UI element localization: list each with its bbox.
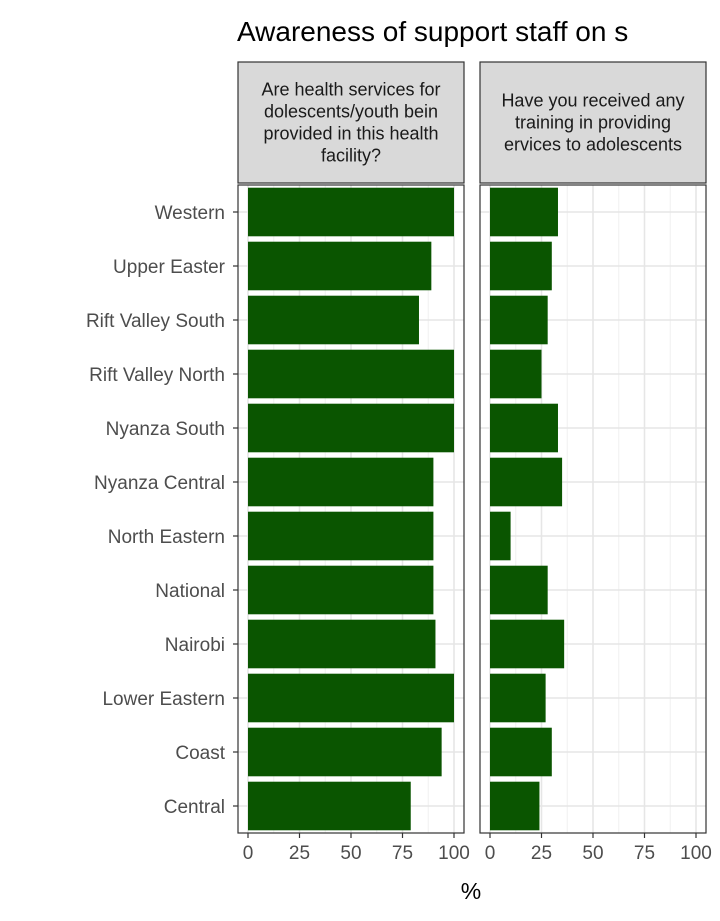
y-tick-label: Upper Easter (113, 257, 226, 278)
bar-national (248, 565, 434, 615)
y-tick-label: National (155, 581, 225, 602)
facet-strip-label-1: Are health services fordolescents/youth … (261, 80, 440, 166)
x-tick-label: 0 (243, 843, 254, 864)
bar-nyanza-south (248, 403, 454, 453)
facet-strip-1 (237, 61, 465, 184)
bar-nairobi (248, 619, 436, 669)
panel-1: Are health services fordolescents/youth … (237, 61, 470, 864)
y-tick-label: Lower Eastern (102, 689, 225, 710)
bar-nyanza-central (490, 457, 563, 507)
x-tick-label: 0 (485, 843, 496, 864)
y-tick-label: Central (164, 797, 225, 818)
bar-upper-easter (490, 241, 552, 291)
bar-coast (490, 727, 552, 777)
facet-strip-line: Have you received any (501, 91, 684, 111)
facet-strip-line: training in providing (515, 113, 671, 133)
x-axis-title: % (461, 878, 481, 904)
bar-western (248, 187, 454, 237)
bar-rift-valley-south (248, 295, 419, 345)
bar-coast (248, 727, 442, 777)
bar-central (248, 781, 411, 831)
y-tick-label: Rift Valley South (86, 311, 225, 332)
y-tick-label: North Eastern (108, 527, 225, 548)
facet-strip-line: provided in this health (263, 124, 438, 144)
bar-lower-eastern (490, 673, 546, 723)
y-tick-label: Nairobi (165, 635, 225, 656)
y-tick-label: Nyanza South (106, 419, 225, 440)
x-tick-label: 100 (680, 843, 712, 864)
bar-rift-valley-south (490, 295, 548, 345)
x-tick-label: 75 (392, 843, 413, 864)
bar-upper-easter (248, 241, 432, 291)
y-tick-label: Coast (175, 743, 225, 764)
x-tick-label: 50 (340, 843, 361, 864)
bar-national (490, 565, 548, 615)
bar-nairobi (490, 619, 565, 669)
bar-nyanza-central (248, 457, 434, 507)
x-tick-label: 100 (438, 843, 470, 864)
facet-strip-2 (479, 61, 707, 184)
facet-strip-line: facility? (321, 146, 381, 166)
y-tick-label: Rift Valley North (89, 365, 225, 386)
bar-rift-valley-north (490, 349, 542, 399)
x-tick-label: 25 (289, 843, 310, 864)
facet-strip-line: dolescents/youth bein (264, 102, 438, 122)
bar-lower-eastern (248, 673, 454, 723)
x-tick-label: 25 (531, 843, 552, 864)
y-tick-label: Western (155, 203, 225, 224)
x-tick-label: 75 (634, 843, 655, 864)
bar-north-eastern (490, 511, 511, 561)
bar-nyanza-south (490, 403, 558, 453)
facet-strip-line: ervices to adolescents (504, 135, 682, 155)
bar-western (490, 187, 558, 237)
y-tick-label: Nyanza Central (94, 473, 225, 494)
bar-rift-valley-north (248, 349, 454, 399)
facet-strip-line: Are health services for (261, 80, 440, 100)
chart-title: Awareness of support staff on s (237, 16, 628, 47)
x-tick-label: 50 (582, 843, 603, 864)
bar-north-eastern (248, 511, 434, 561)
bar-central (490, 781, 540, 831)
